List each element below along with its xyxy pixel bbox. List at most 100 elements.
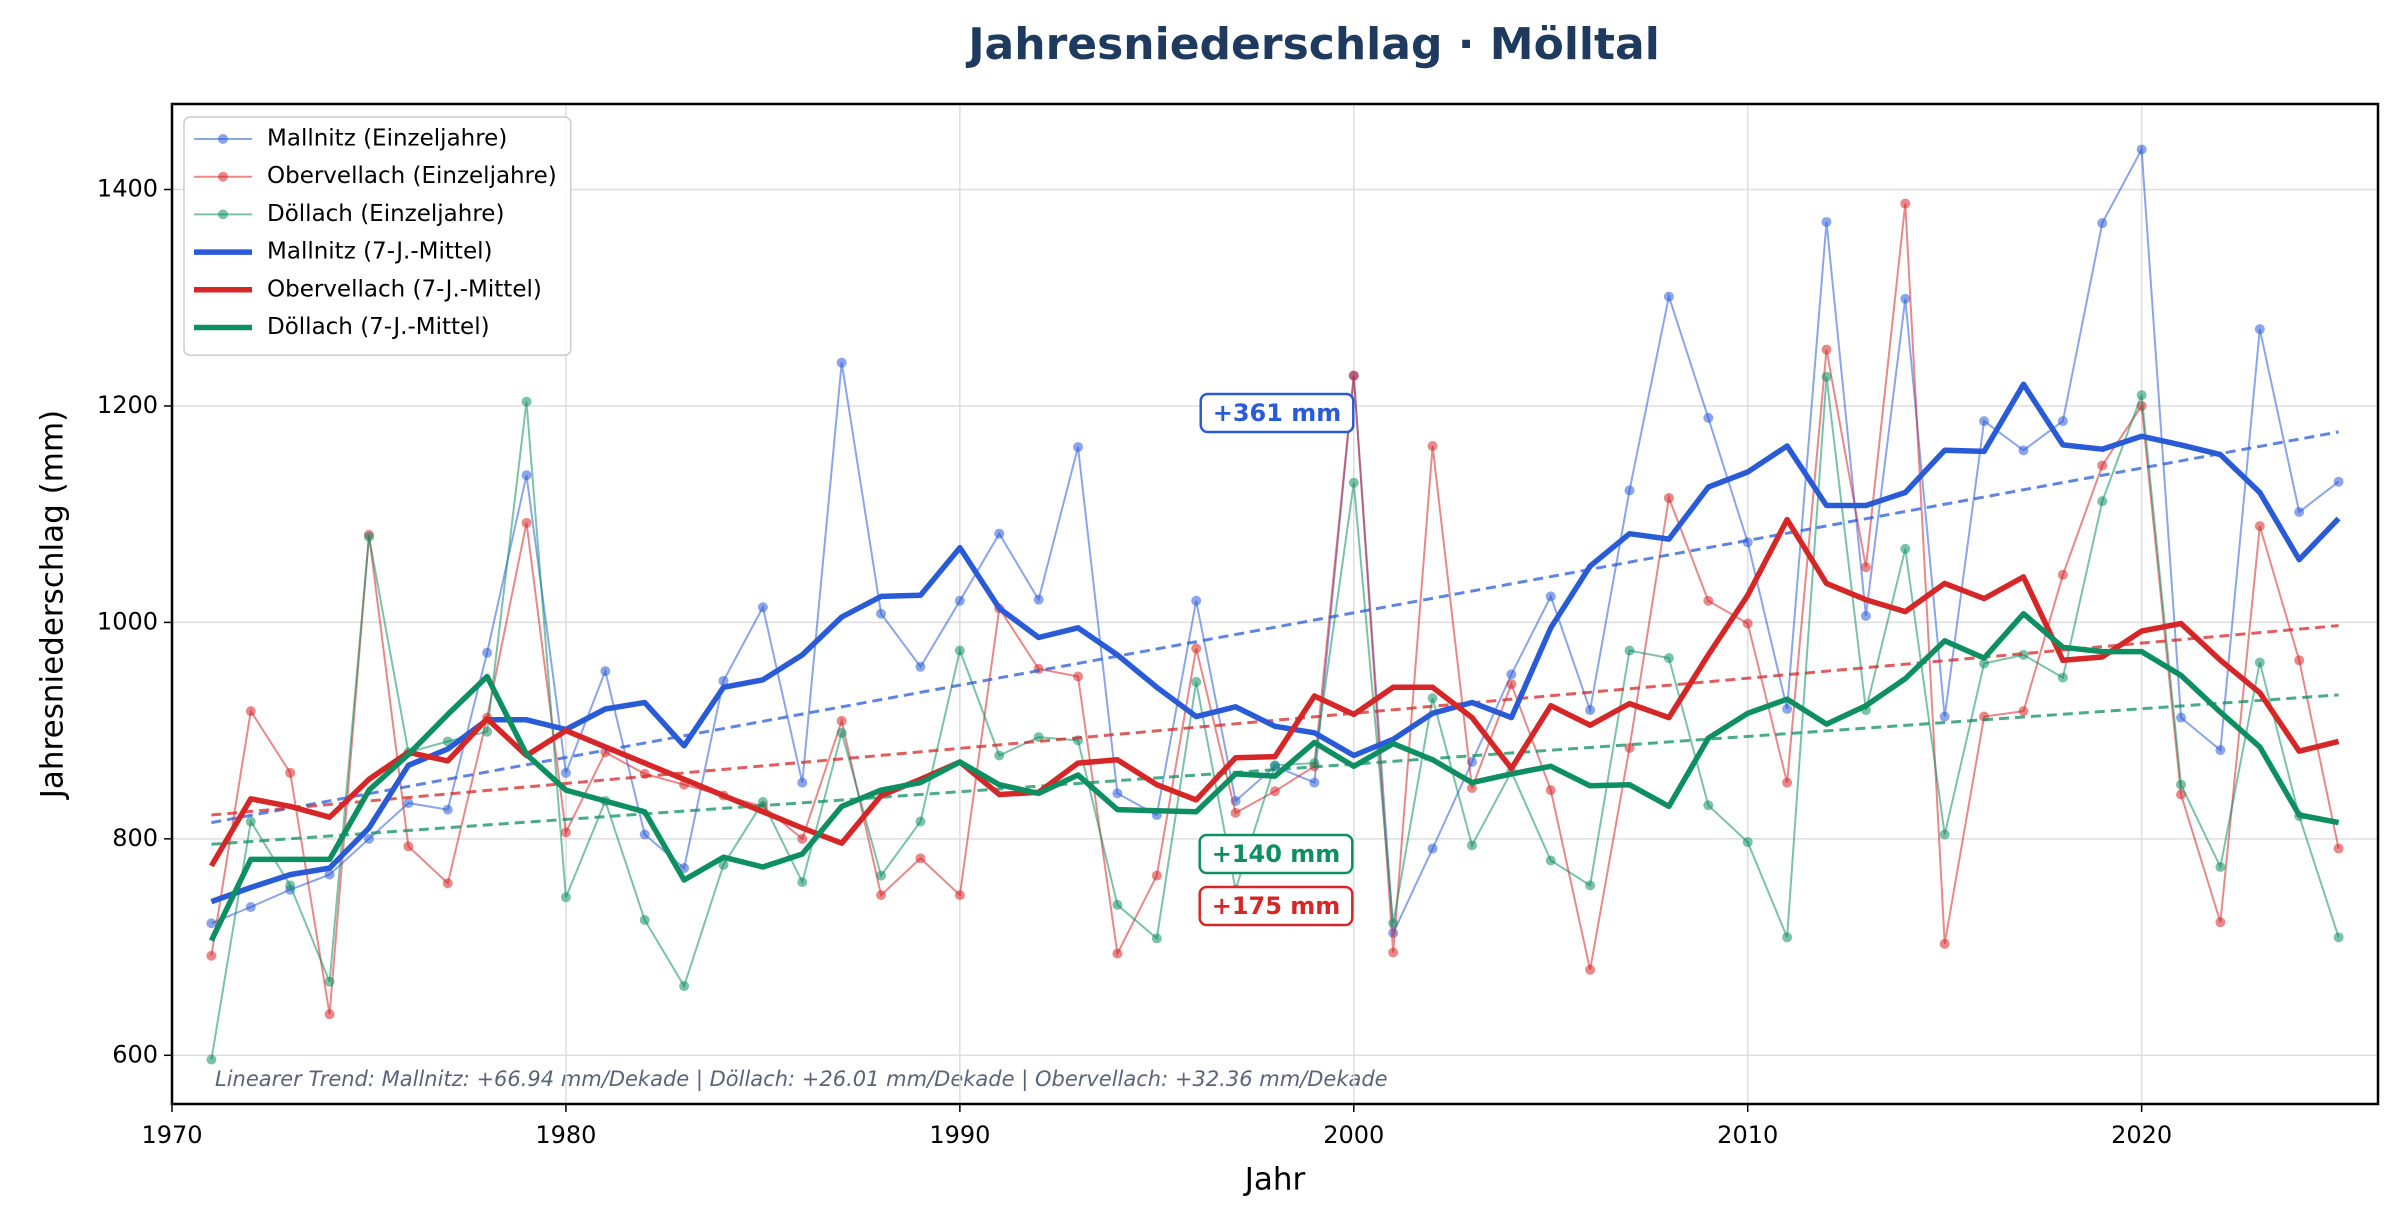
data-point	[1860, 610, 1871, 621]
legend-marker	[218, 171, 228, 182]
data-point	[639, 915, 650, 926]
data-point	[797, 833, 808, 844]
data-point	[1821, 344, 1832, 355]
data-point	[560, 767, 571, 778]
data-point	[718, 675, 729, 686]
y-tick-label: 1200	[97, 391, 158, 419]
data-point	[2057, 672, 2068, 683]
trend-line	[211, 693, 2339, 846]
data-point	[994, 528, 1005, 539]
data-point	[2018, 649, 2029, 660]
data-point	[836, 727, 847, 738]
data-point	[876, 890, 887, 901]
data-point	[521, 470, 532, 481]
data-point	[560, 827, 571, 838]
data-point	[245, 706, 256, 717]
data-point	[915, 853, 926, 864]
data-point	[1703, 412, 1714, 423]
data-point	[206, 918, 217, 929]
data-point	[1191, 595, 1202, 606]
data-point	[206, 1054, 217, 1065]
data-point	[1624, 485, 1635, 496]
data-point	[876, 870, 887, 881]
data-point	[2136, 390, 2147, 401]
data-point	[1112, 948, 1123, 959]
data-point	[2333, 476, 2344, 487]
annotation-text: +140 mm	[1212, 840, 1341, 868]
x-tick-label: 1970	[141, 1121, 202, 1149]
data-point	[2057, 569, 2068, 580]
data-point	[521, 517, 532, 528]
data-point	[324, 976, 335, 987]
plot-frame	[170, 102, 2380, 1106]
data-point	[836, 357, 847, 368]
data-point	[2294, 507, 2305, 518]
data-point	[442, 804, 453, 815]
data-point	[363, 833, 374, 844]
legend-label: Obervellach (7-J.-Mittel)	[267, 276, 542, 302]
data-point	[324, 869, 335, 880]
data-point	[1821, 371, 1832, 382]
legend-label: Obervellach (Einzeljahre)	[267, 163, 557, 189]
data-point	[1427, 440, 1438, 451]
y-axis-label: Jahresniederschlag (mm)	[35, 410, 71, 800]
data-point	[954, 645, 965, 656]
data-point	[2215, 917, 2226, 928]
data-point	[1270, 760, 1280, 771]
data-point	[679, 981, 690, 992]
data-point	[403, 798, 414, 809]
data-point	[1703, 800, 1714, 811]
data-point	[560, 892, 571, 903]
series-mean-line	[209, 516, 2340, 868]
data-point	[1585, 880, 1596, 891]
data-point	[2097, 218, 2108, 229]
data-point	[285, 767, 296, 778]
x-tick-label: 1980	[535, 1121, 596, 1149]
data-point	[245, 816, 256, 827]
data-point	[1821, 216, 1832, 227]
data-point	[2215, 861, 2226, 872]
series-mean-line	[208, 610, 2340, 942]
data-point	[2018, 445, 2029, 456]
data-point	[1703, 595, 1714, 606]
data-point	[1782, 777, 1793, 788]
data-point	[2176, 779, 2187, 790]
footnote: Linearer Trend: Mallnitz: +66.94 mm/Deka…	[215, 1067, 1388, 1092]
x-tick-label: 1990	[929, 1121, 990, 1149]
legend: Mallnitz (Einzeljahre) Obervellach (Einze…	[183, 116, 572, 356]
data-point	[600, 666, 611, 677]
annotation: +361 mm	[1199, 392, 1355, 434]
data-point	[1545, 591, 1556, 602]
data-point	[1545, 855, 1556, 866]
data-point	[2097, 496, 2108, 507]
annotation: +140 mm	[1198, 833, 1354, 875]
data-point	[1900, 293, 1911, 304]
data-point	[1624, 645, 1635, 656]
data-point	[876, 608, 887, 619]
data-point	[2176, 712, 2187, 723]
data-point	[1073, 442, 1084, 453]
data-point	[2333, 932, 2344, 943]
data-point	[954, 890, 965, 901]
data-point	[1388, 928, 1399, 939]
data-point	[1230, 807, 1241, 818]
x-axis-label: Jahr	[1243, 1162, 1306, 1198]
x-tick-label: 2010	[1717, 1121, 1778, 1149]
data-point	[1782, 932, 1793, 943]
data-point	[2254, 324, 2265, 335]
x-tick-label: 2020	[2111, 1121, 2172, 1149]
data-point	[1860, 562, 1871, 573]
data-point	[2136, 144, 2147, 155]
data-point	[2057, 416, 2068, 427]
annotation-box	[1198, 885, 1354, 927]
data-point	[639, 829, 650, 840]
data-point	[1506, 669, 1517, 680]
data-point	[718, 859, 729, 870]
data-point	[1585, 964, 1596, 975]
data-point	[1151, 933, 1162, 944]
annotation-text: +175 mm	[1212, 892, 1341, 920]
data-point	[521, 396, 532, 407]
data-point	[2215, 745, 2226, 756]
data-point	[1348, 477, 1359, 488]
data-point	[915, 661, 926, 672]
